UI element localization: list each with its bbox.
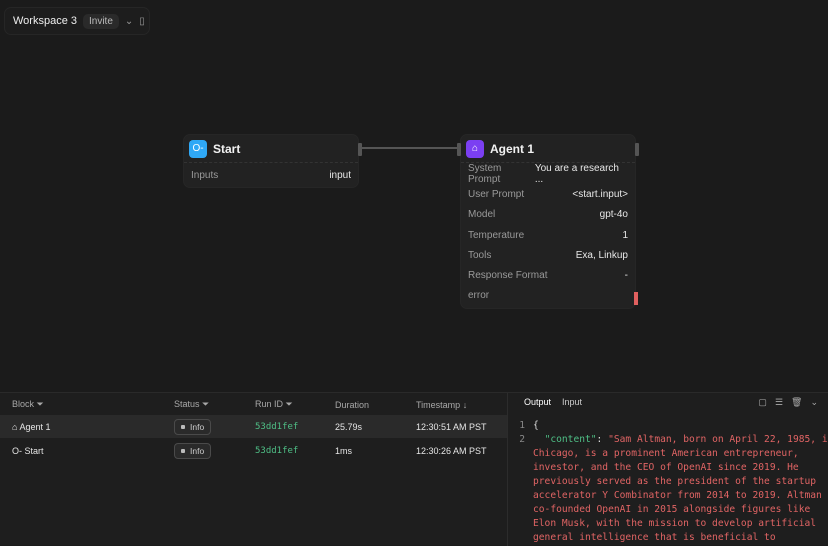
table-row[interactable]: ⌂ Agent 1 Info 53dd1fef 25.79s 12:30:51 …	[0, 415, 507, 438]
copy-icon[interactable]: ▢	[758, 397, 767, 407]
row-label: System Prompt	[468, 163, 502, 186]
output-handle[interactable]	[635, 143, 639, 156]
code-viewer: 1{ 2 "content": "Sam Altman, born on Apr…	[519, 420, 828, 543]
filter-icon: ⏷	[202, 399, 210, 409]
filter-icon: ⏷	[285, 399, 293, 409]
run-id: 53dd1fef	[255, 421, 299, 432]
row-value: input	[329, 170, 351, 181]
block-name: Start	[24, 445, 44, 456]
row-value: <start.input>	[572, 188, 628, 200]
header-status[interactable]: Status ⏷	[174, 399, 210, 409]
workspace-switcher[interactable]: Workspace 3 Invite ⌄ ▯	[4, 7, 150, 35]
row-value: You are a research ...	[534, 163, 619, 186]
row-value: gpt-4o	[599, 209, 628, 221]
key-icon: O-	[189, 139, 207, 158]
agent-node[interactable]: ⌂ Agent 1 System Prompt You are a researc…	[457, 134, 639, 309]
duration: 25.79s	[335, 421, 363, 432]
row-value: 1	[622, 229, 628, 241]
wrap-icon[interactable]: ☰	[774, 397, 784, 407]
workspace-name: Workspace 3	[13, 15, 77, 27]
robot-icon: ⌂	[12, 421, 18, 432]
row-label: error	[468, 290, 490, 302]
block-name: Agent 1	[19, 421, 51, 432]
trash-icon[interactable]: 🗑	[791, 397, 803, 407]
sidebar-toggle-icon[interactable]: ▯	[139, 15, 145, 27]
row-value: -	[624, 270, 628, 282]
robot-icon: ⌂	[466, 139, 484, 158]
row-label: Response Format	[468, 270, 548, 282]
row-label: User Prompt	[468, 188, 525, 200]
status-badge: Info	[174, 418, 212, 435]
run-id: 53dd1fef	[255, 445, 299, 456]
start-node[interactable]: O- Start Inputs input	[183, 134, 362, 188]
table-row[interactable]: O- Start Info 53dd1fef 1ms 12:30:26 AM P…	[0, 439, 507, 462]
sort-down-icon: ↓	[462, 399, 468, 410]
row-label: Model	[468, 209, 496, 221]
error-handle[interactable]	[634, 292, 638, 305]
connection-edge	[362, 147, 458, 149]
row-label: Tools	[468, 249, 492, 261]
table-header: Block ⏷ Status ⏷ Run ID ⏷ Duration Times…	[0, 393, 507, 416]
output-handle[interactable]	[358, 143, 362, 156]
node-title: Start	[213, 141, 241, 156]
header-block[interactable]: Block ⏷	[12, 399, 44, 409]
filter-icon: ⏷	[36, 399, 44, 409]
status-badge: Info	[174, 442, 212, 459]
output-panel: Output Input ▢ ☰ 🗑 ⌄ 1{ 2 "content": "Sa…	[509, 393, 828, 546]
header-duration[interactable]: Duration	[335, 399, 370, 410]
logs-table: Block ⏷ Status ⏷ Run ID ⏷ Duration Times…	[0, 393, 508, 546]
duration: 1ms	[335, 445, 353, 456]
timestamp: 12:30:51 AM PST	[416, 421, 487, 432]
row-label: Inputs	[191, 170, 219, 181]
chevron-down-icon[interactable]: ⌄	[810, 397, 818, 407]
header-run-id[interactable]: Run ID ⏷	[255, 399, 293, 409]
header-timestamp[interactable]: Timestamp ↓	[416, 399, 468, 410]
timestamp: 12:30:26 AM PST	[416, 445, 487, 456]
tab-input[interactable]: Input	[562, 397, 583, 407]
tab-output[interactable]: Output	[524, 397, 552, 407]
input-handle[interactable]	[457, 143, 461, 156]
row-label: Temperature	[468, 229, 525, 241]
row-value: Exa, Linkup	[575, 249, 628, 261]
key-icon: O-	[12, 445, 22, 456]
node-title: Agent 1	[490, 141, 535, 156]
logs-panel: Block ⏷ Status ⏷ Run ID ⏷ Duration Times…	[0, 392, 828, 546]
chevron-down-icon[interactable]: ⌄	[124, 15, 134, 27]
invite-button[interactable]: Invite	[83, 13, 119, 29]
